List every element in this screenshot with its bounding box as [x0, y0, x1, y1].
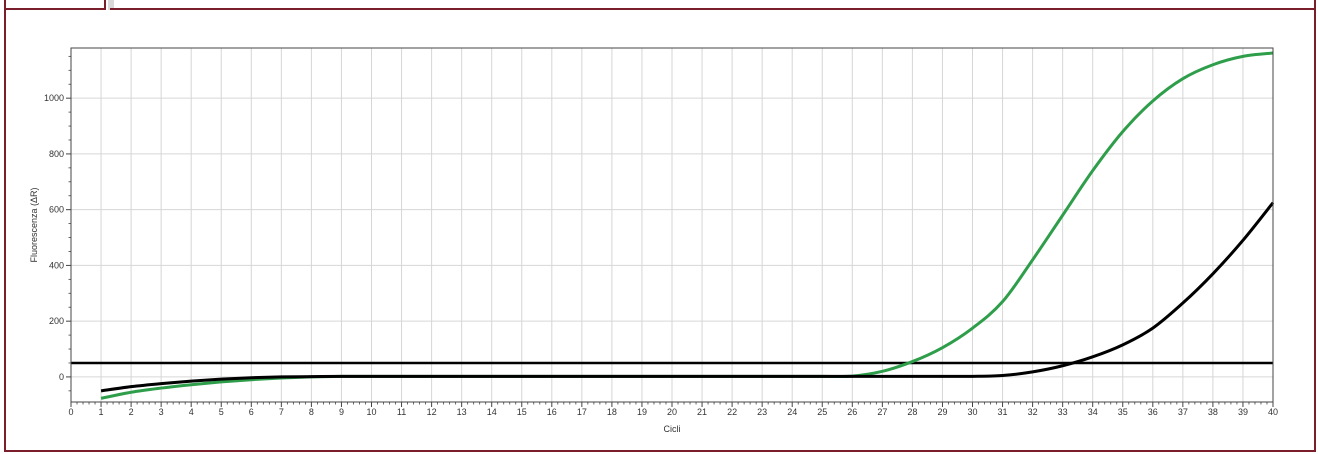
series-line-2: [100, 201, 1275, 393]
x-tick-label: 30: [967, 407, 977, 417]
x-tick-label: 10: [366, 407, 376, 417]
x-tick-label: 39: [1238, 407, 1248, 417]
y-tick-label: 1000: [44, 93, 64, 103]
x-tick-label: 12: [427, 407, 437, 417]
x-tick-label: 22: [727, 407, 737, 417]
x-tick-label: 34: [1088, 407, 1098, 417]
x-tick-label: 14: [487, 407, 497, 417]
x-tick-label: 33: [1058, 407, 1068, 417]
x-tick-label: 16: [547, 407, 557, 417]
x-tick-label: 9: [339, 407, 344, 417]
x-tick-label: 29: [937, 407, 947, 417]
y-tick-label: 800: [49, 149, 64, 159]
y-tick-label: 0: [59, 372, 64, 382]
frame-tab-shadow: [108, 0, 114, 10]
x-tick-label: 23: [757, 407, 767, 417]
x-tick-label: 37: [1178, 407, 1188, 417]
y-tick-label: 400: [49, 260, 64, 270]
x-tick-label: 7: [279, 407, 284, 417]
x-tick-label: 40: [1268, 407, 1278, 417]
x-tick-label: 27: [877, 407, 887, 417]
x-tick-label: 24: [787, 407, 797, 417]
x-tick-label: 36: [1148, 407, 1158, 417]
x-tick-label: 2: [129, 407, 134, 417]
grid: [70, 48, 1274, 402]
x-tick-label: 21: [697, 407, 707, 417]
y-axis: 0 200 400 600 800 1000: [44, 55, 71, 392]
y-axis-title: Fluorescenza (ΔR): [29, 187, 39, 262]
x-tick-label: 32: [1028, 407, 1038, 417]
x-tick-label: 31: [998, 407, 1008, 417]
x-tick-label: 26: [847, 407, 857, 417]
x-tick-label: 35: [1118, 407, 1128, 417]
x-tick-label: 0: [68, 407, 73, 417]
x-tick-label: 8: [309, 407, 314, 417]
x-tick-label: 5: [219, 407, 224, 417]
x-tick-label: 19: [637, 407, 647, 417]
x-axis: 0 1 2 3 4 5 6 7 8 9 10 11 12 13 14 15 16 17 18 19 20 21 22 23 24…: [68, 402, 1278, 417]
x-tick-label: 17: [577, 407, 587, 417]
x-tick-label: 20: [667, 407, 677, 417]
frame-top-edge: [110, 8, 1316, 10]
x-tick-label: 15: [517, 407, 527, 417]
series-layer: [100, 51, 1275, 400]
x-tick-label: 25: [817, 407, 827, 417]
series-line-1: [100, 51, 1274, 400]
y-tick-label: 600: [49, 205, 64, 215]
x-tick-label: 1: [99, 407, 104, 417]
x-axis-title: Cicli: [664, 424, 681, 434]
x-tick-label: 13: [457, 407, 467, 417]
x-tick-label: 18: [607, 407, 617, 417]
frame-tab-edge: [104, 0, 106, 10]
x-tick-label: 4: [189, 407, 194, 417]
x-tick-label: 6: [249, 407, 254, 417]
x-tick-label: 3: [159, 407, 164, 417]
x-tick-label: 38: [1208, 407, 1218, 417]
y-tick-label: 200: [49, 316, 64, 326]
x-tick-label: 28: [907, 407, 917, 417]
frame-tab-bottom: [4, 8, 104, 10]
x-tick-label: 11: [397, 407, 406, 417]
